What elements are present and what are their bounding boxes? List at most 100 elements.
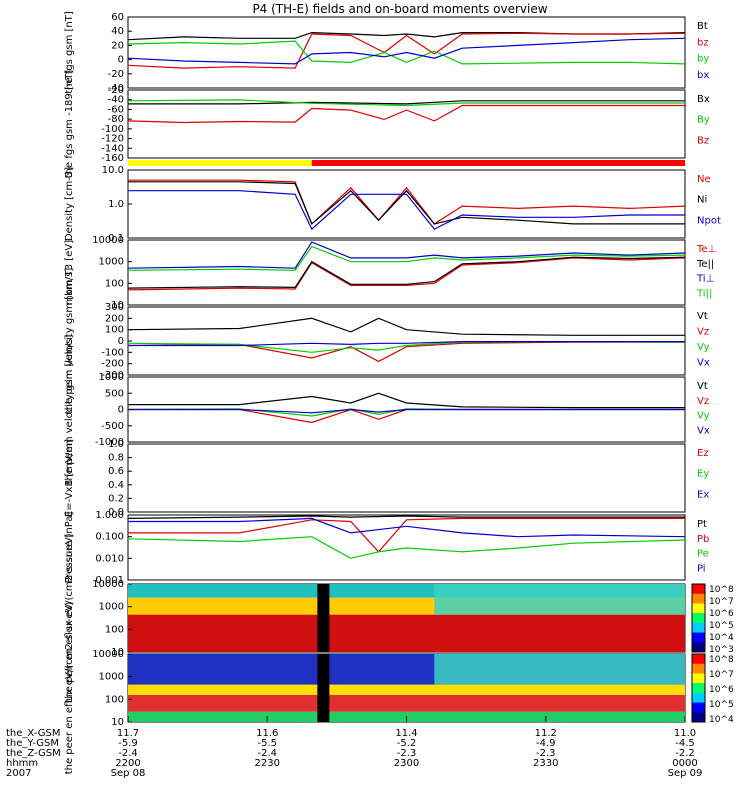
y-tick-label: -500 bbox=[101, 421, 124, 432]
y-tick-label: 100 bbox=[105, 694, 124, 705]
legend-entry: Pb bbox=[697, 534, 709, 545]
y-tick-label: -1000 bbox=[95, 437, 124, 448]
y-tick-label: 1000 bbox=[99, 372, 124, 383]
legend-entry: Vx bbox=[697, 425, 710, 436]
x-row-label: hhmm bbox=[6, 758, 38, 769]
series-line bbox=[128, 190, 685, 231]
y-axis-label: the peer en eflux eV/(cm2-s-sr-eV) bbox=[64, 602, 75, 775]
series-line bbox=[127, 256, 686, 289]
heatmap-region bbox=[434, 654, 685, 685]
x-tick-label: 11.4 bbox=[395, 728, 417, 739]
y-tick-label: 0.8 bbox=[108, 453, 124, 464]
y-axis-label: E=-VxB [mV/m] bbox=[64, 439, 75, 517]
colorbar-frame bbox=[691, 583, 706, 653]
x-tick-label: Sep 08 bbox=[111, 768, 146, 779]
legend-entry: bz bbox=[697, 37, 709, 48]
y-axis-label: the fgs gsm [nT] bbox=[64, 11, 75, 94]
y-tick-label: -20 bbox=[108, 85, 124, 96]
x-tick-label: 11.2 bbox=[535, 728, 557, 739]
legend-entry: Ex bbox=[697, 489, 709, 500]
y-tick-label: 0.2 bbox=[108, 493, 124, 504]
heatmap-band bbox=[128, 614, 685, 652]
x-tick-label: -2.3 bbox=[536, 748, 556, 759]
series-line bbox=[128, 517, 686, 538]
legend-entry: Npot bbox=[697, 215, 721, 226]
y-tick-label: -100 bbox=[101, 124, 124, 135]
series-line bbox=[127, 241, 686, 269]
y-tick-label: 10000 bbox=[92, 649, 124, 660]
heatmap-gap bbox=[317, 654, 330, 722]
x-tick-label: -4.9 bbox=[536, 738, 556, 749]
y-tick-label: 0 bbox=[118, 55, 124, 66]
series-line bbox=[127, 341, 685, 363]
colorbar-cell bbox=[692, 632, 705, 643]
panel-frame bbox=[127, 89, 686, 159]
legend-entry: Ez bbox=[697, 448, 709, 459]
y-tick-label: 20 bbox=[111, 40, 124, 51]
legend-entry: Pe bbox=[697, 549, 709, 560]
legend-entry: By bbox=[697, 115, 710, 126]
series-line bbox=[128, 408, 685, 414]
legend-entry: Ne bbox=[697, 174, 711, 185]
series-line bbox=[128, 341, 685, 347]
x-tick-label: -2.4 bbox=[118, 748, 138, 759]
y-tick-label: 0.100 bbox=[95, 532, 124, 543]
series-line bbox=[127, 245, 686, 271]
y-tick-label: -100 bbox=[101, 347, 124, 358]
colorbar-label: 10^4 bbox=[709, 633, 734, 643]
series-line bbox=[127, 515, 685, 519]
x-tick-label: 0000 bbox=[672, 758, 697, 769]
chart-title: P4 (TH-E) fields and on-board moments ov… bbox=[252, 2, 547, 16]
legend-entry: Ti⊥ bbox=[696, 274, 714, 285]
y-tick-label: -160 bbox=[101, 153, 124, 164]
y-tick-label: 100 bbox=[105, 278, 124, 289]
heatmap-gap bbox=[317, 584, 330, 652]
y-tick-label: 100 bbox=[105, 325, 124, 336]
y-axis-label: the fgs gsm -189 [nT] bbox=[64, 70, 75, 179]
x-row-label: the_Y-GSM bbox=[6, 738, 59, 749]
y-tick-label: 0.6 bbox=[108, 466, 124, 477]
y-axis-label: mom T3 [eV] bbox=[64, 240, 75, 305]
legend-entry: Ni bbox=[697, 195, 707, 206]
series-line bbox=[127, 32, 686, 69]
colorbar-label: 10^7 bbox=[709, 670, 734, 680]
y-tick-label: 300 bbox=[105, 302, 124, 313]
x-tick-label: Sep 09 bbox=[668, 768, 703, 779]
legend-entry: Pi bbox=[697, 563, 706, 574]
y-tick-label: -80 bbox=[108, 114, 124, 125]
legend-entry: Vx bbox=[697, 358, 710, 369]
y-tick-label: 100 bbox=[105, 624, 124, 635]
colorbar-cell bbox=[692, 584, 705, 595]
y-tick-label: -40 bbox=[108, 83, 124, 94]
colorbar-cell bbox=[692, 622, 705, 634]
colorbar-cell bbox=[692, 683, 705, 694]
mode-bar-segment bbox=[128, 160, 312, 166]
legend-entry: Ti|| bbox=[696, 288, 712, 299]
y-tick-label: 40 bbox=[111, 26, 124, 37]
series-line bbox=[128, 100, 685, 105]
colorbar-label: 10^4 bbox=[709, 715, 734, 725]
y-tick-label: -40 bbox=[108, 95, 124, 106]
legend-entry: Vt bbox=[697, 311, 708, 322]
y-tick-label: -140 bbox=[101, 143, 124, 154]
y-tick-label: 10 bbox=[111, 300, 124, 311]
x-tick-label: -2.3 bbox=[397, 748, 417, 759]
y-tick-label: 10.0 bbox=[102, 165, 124, 176]
legend-entry: Te|| bbox=[696, 259, 714, 270]
y-tick-label: -120 bbox=[101, 134, 124, 145]
panel-frame bbox=[127, 443, 686, 513]
y-tick-label: 1000 bbox=[99, 602, 124, 613]
y-tick-label: 1000 bbox=[99, 257, 124, 268]
colorbar-cell bbox=[692, 654, 705, 665]
colorbar-cell bbox=[692, 702, 705, 713]
y-tick-label: -200 bbox=[101, 359, 124, 370]
colorbar-label: 10^8 bbox=[709, 585, 734, 595]
series-line bbox=[127, 40, 686, 65]
x-tick-label: 11.0 bbox=[674, 728, 696, 739]
y-tick-label: 0.4 bbox=[108, 480, 124, 491]
colorbar-label: 10^5 bbox=[709, 621, 734, 631]
y-tick-label: 200 bbox=[105, 313, 124, 324]
x-tick-label: 11.6 bbox=[256, 728, 278, 739]
x-tick-label: 2330 bbox=[533, 758, 558, 769]
